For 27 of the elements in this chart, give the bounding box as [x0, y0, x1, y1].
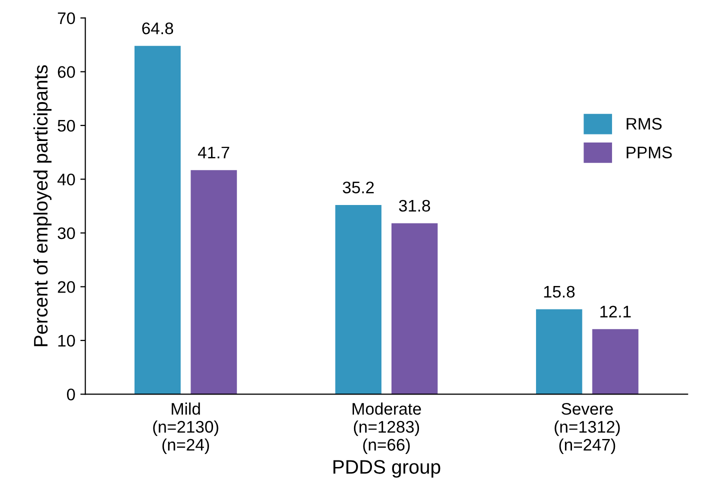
bar [536, 309, 582, 394]
data-label: 41.7 [198, 146, 230, 158]
data-label: 31.8 [398, 200, 430, 212]
y-axis-title: Percent of employed participants [33, 65, 52, 346]
data-label: 12.1 [600, 306, 631, 318]
y-tick-label: 30 [58, 227, 75, 240]
x-tick-label: Mild (n=2130) (n=24) [153, 402, 218, 454]
legend-label: RMS [626, 118, 662, 130]
x-tick-label: Moderate (n=1283) (n=66) [352, 402, 421, 454]
legend-label: PPMS [626, 146, 672, 158]
x-tick-label: Severe (n=1312) (n=247) [554, 402, 620, 454]
bar [592, 329, 638, 394]
data-label: 15.8 [544, 286, 575, 298]
bar [335, 205, 382, 394]
x-axis-title: PDDS group [333, 460, 440, 478]
bar [134, 46, 181, 394]
y-tick-label: 70 [58, 12, 75, 24]
y-tick-label: 50 [58, 120, 75, 132]
y-tick-label: 40 [57, 174, 75, 186]
y-tick-label: 60 [58, 66, 75, 78]
y-tick-label: 0 [66, 388, 75, 400]
y-tick-label: 10 [58, 334, 75, 347]
data-label: 64.8 [142, 22, 174, 34]
bar [391, 223, 438, 394]
y-tick-label: 20 [58, 281, 75, 293]
data-label: 35.2 [342, 182, 374, 194]
bar [190, 170, 237, 394]
